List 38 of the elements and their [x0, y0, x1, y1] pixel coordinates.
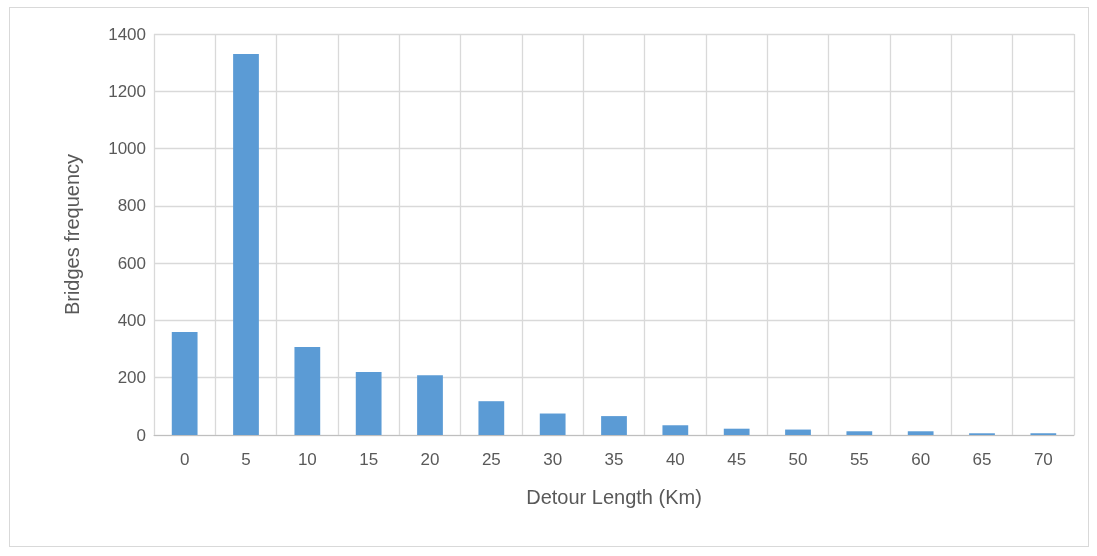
- x-tick-label: 20: [420, 450, 440, 469]
- x-tick-label: 70: [1033, 450, 1053, 469]
- x-tick-label: 45: [727, 450, 747, 469]
- x-tick-label: 65: [972, 450, 992, 469]
- bar: [539, 413, 566, 435]
- x-tick-label: 0: [179, 450, 190, 469]
- bar: [171, 331, 198, 435]
- y-axis-title: Bridges frequency: [61, 153, 83, 316]
- y-tick-label: 800: [117, 196, 146, 216]
- bar: [233, 54, 259, 435]
- y-tick-label: 1200: [108, 81, 146, 101]
- y-tick-label: 1400: [108, 24, 146, 44]
- bar: [294, 347, 321, 435]
- x-tick-label: 35: [604, 450, 624, 469]
- x-tick-label: 5: [241, 450, 251, 469]
- x-tick-label: 55: [849, 450, 869, 469]
- x-tick-label: 60: [911, 450, 931, 469]
- y-tick-label: 600: [117, 253, 146, 273]
- x-tick-label: 25: [481, 450, 501, 469]
- bar: [785, 429, 811, 435]
- y-tick-label: 200: [117, 368, 146, 388]
- x-tick-label: 15: [359, 450, 379, 469]
- x-tick-label: 30: [543, 450, 563, 469]
- bar: [601, 416, 627, 435]
- y-tick-label: 0: [136, 425, 146, 445]
- x-tick-label: 40: [665, 450, 685, 469]
- bar: [355, 371, 382, 435]
- bar: [907, 431, 934, 435]
- bar: [723, 428, 750, 435]
- bar: [417, 375, 443, 435]
- x-tick-label: 50: [788, 450, 808, 469]
- x-axis-title: Detour Length (Km): [526, 486, 702, 508]
- x-tick-label: 10: [297, 450, 317, 469]
- bar: [478, 401, 505, 435]
- bar: [846, 431, 873, 435]
- bar: [662, 425, 689, 435]
- y-tick-label: 400: [117, 310, 146, 330]
- y-tick-label: 1000: [108, 139, 146, 159]
